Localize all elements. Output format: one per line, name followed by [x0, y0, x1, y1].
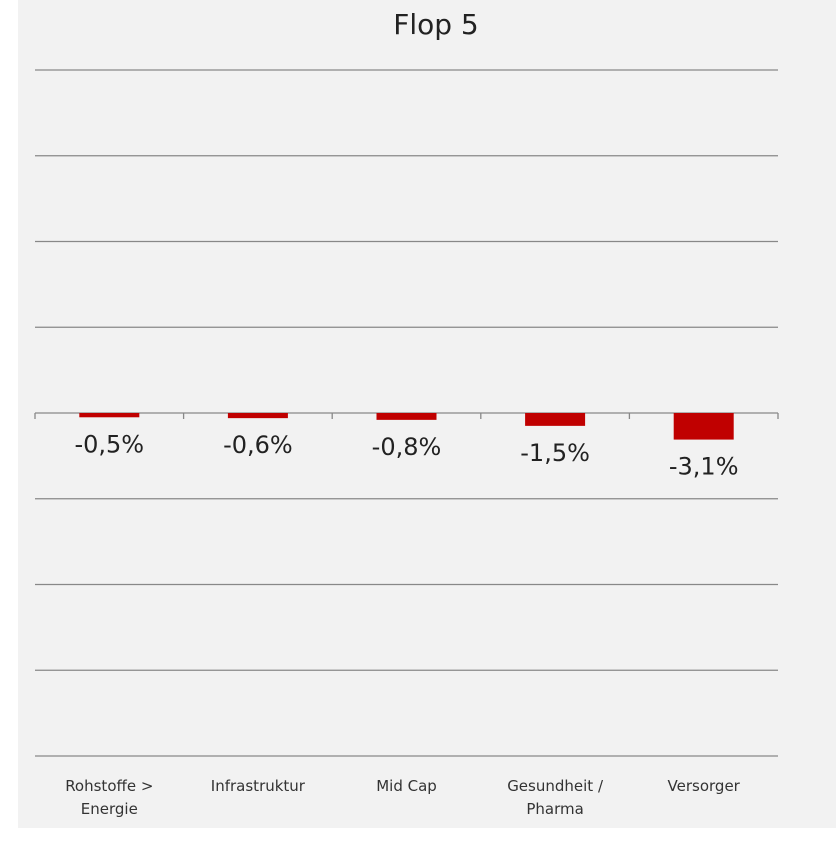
- x-tick-label: Mid Cap: [376, 777, 437, 795]
- value-label: -0,8%: [372, 433, 442, 461]
- value-label: -3,1%: [669, 453, 739, 481]
- bar: [79, 413, 140, 418]
- bar: [376, 413, 437, 420]
- value-label: -0,6%: [223, 431, 293, 459]
- chart-title: Flop 5: [393, 8, 479, 41]
- bar: [525, 413, 586, 426]
- x-tick-label: Infrastruktur: [210, 777, 305, 795]
- x-tick-label: Versorger: [667, 777, 740, 795]
- bar: [227, 413, 288, 419]
- value-label: -0,5%: [74, 430, 144, 458]
- x-tick-label: Gesundheit / Pharma: [507, 777, 603, 818]
- bar: [673, 413, 734, 440]
- x-tick-label: Rohstoffe > Energie: [65, 777, 154, 818]
- value-label: -1,5%: [520, 439, 590, 467]
